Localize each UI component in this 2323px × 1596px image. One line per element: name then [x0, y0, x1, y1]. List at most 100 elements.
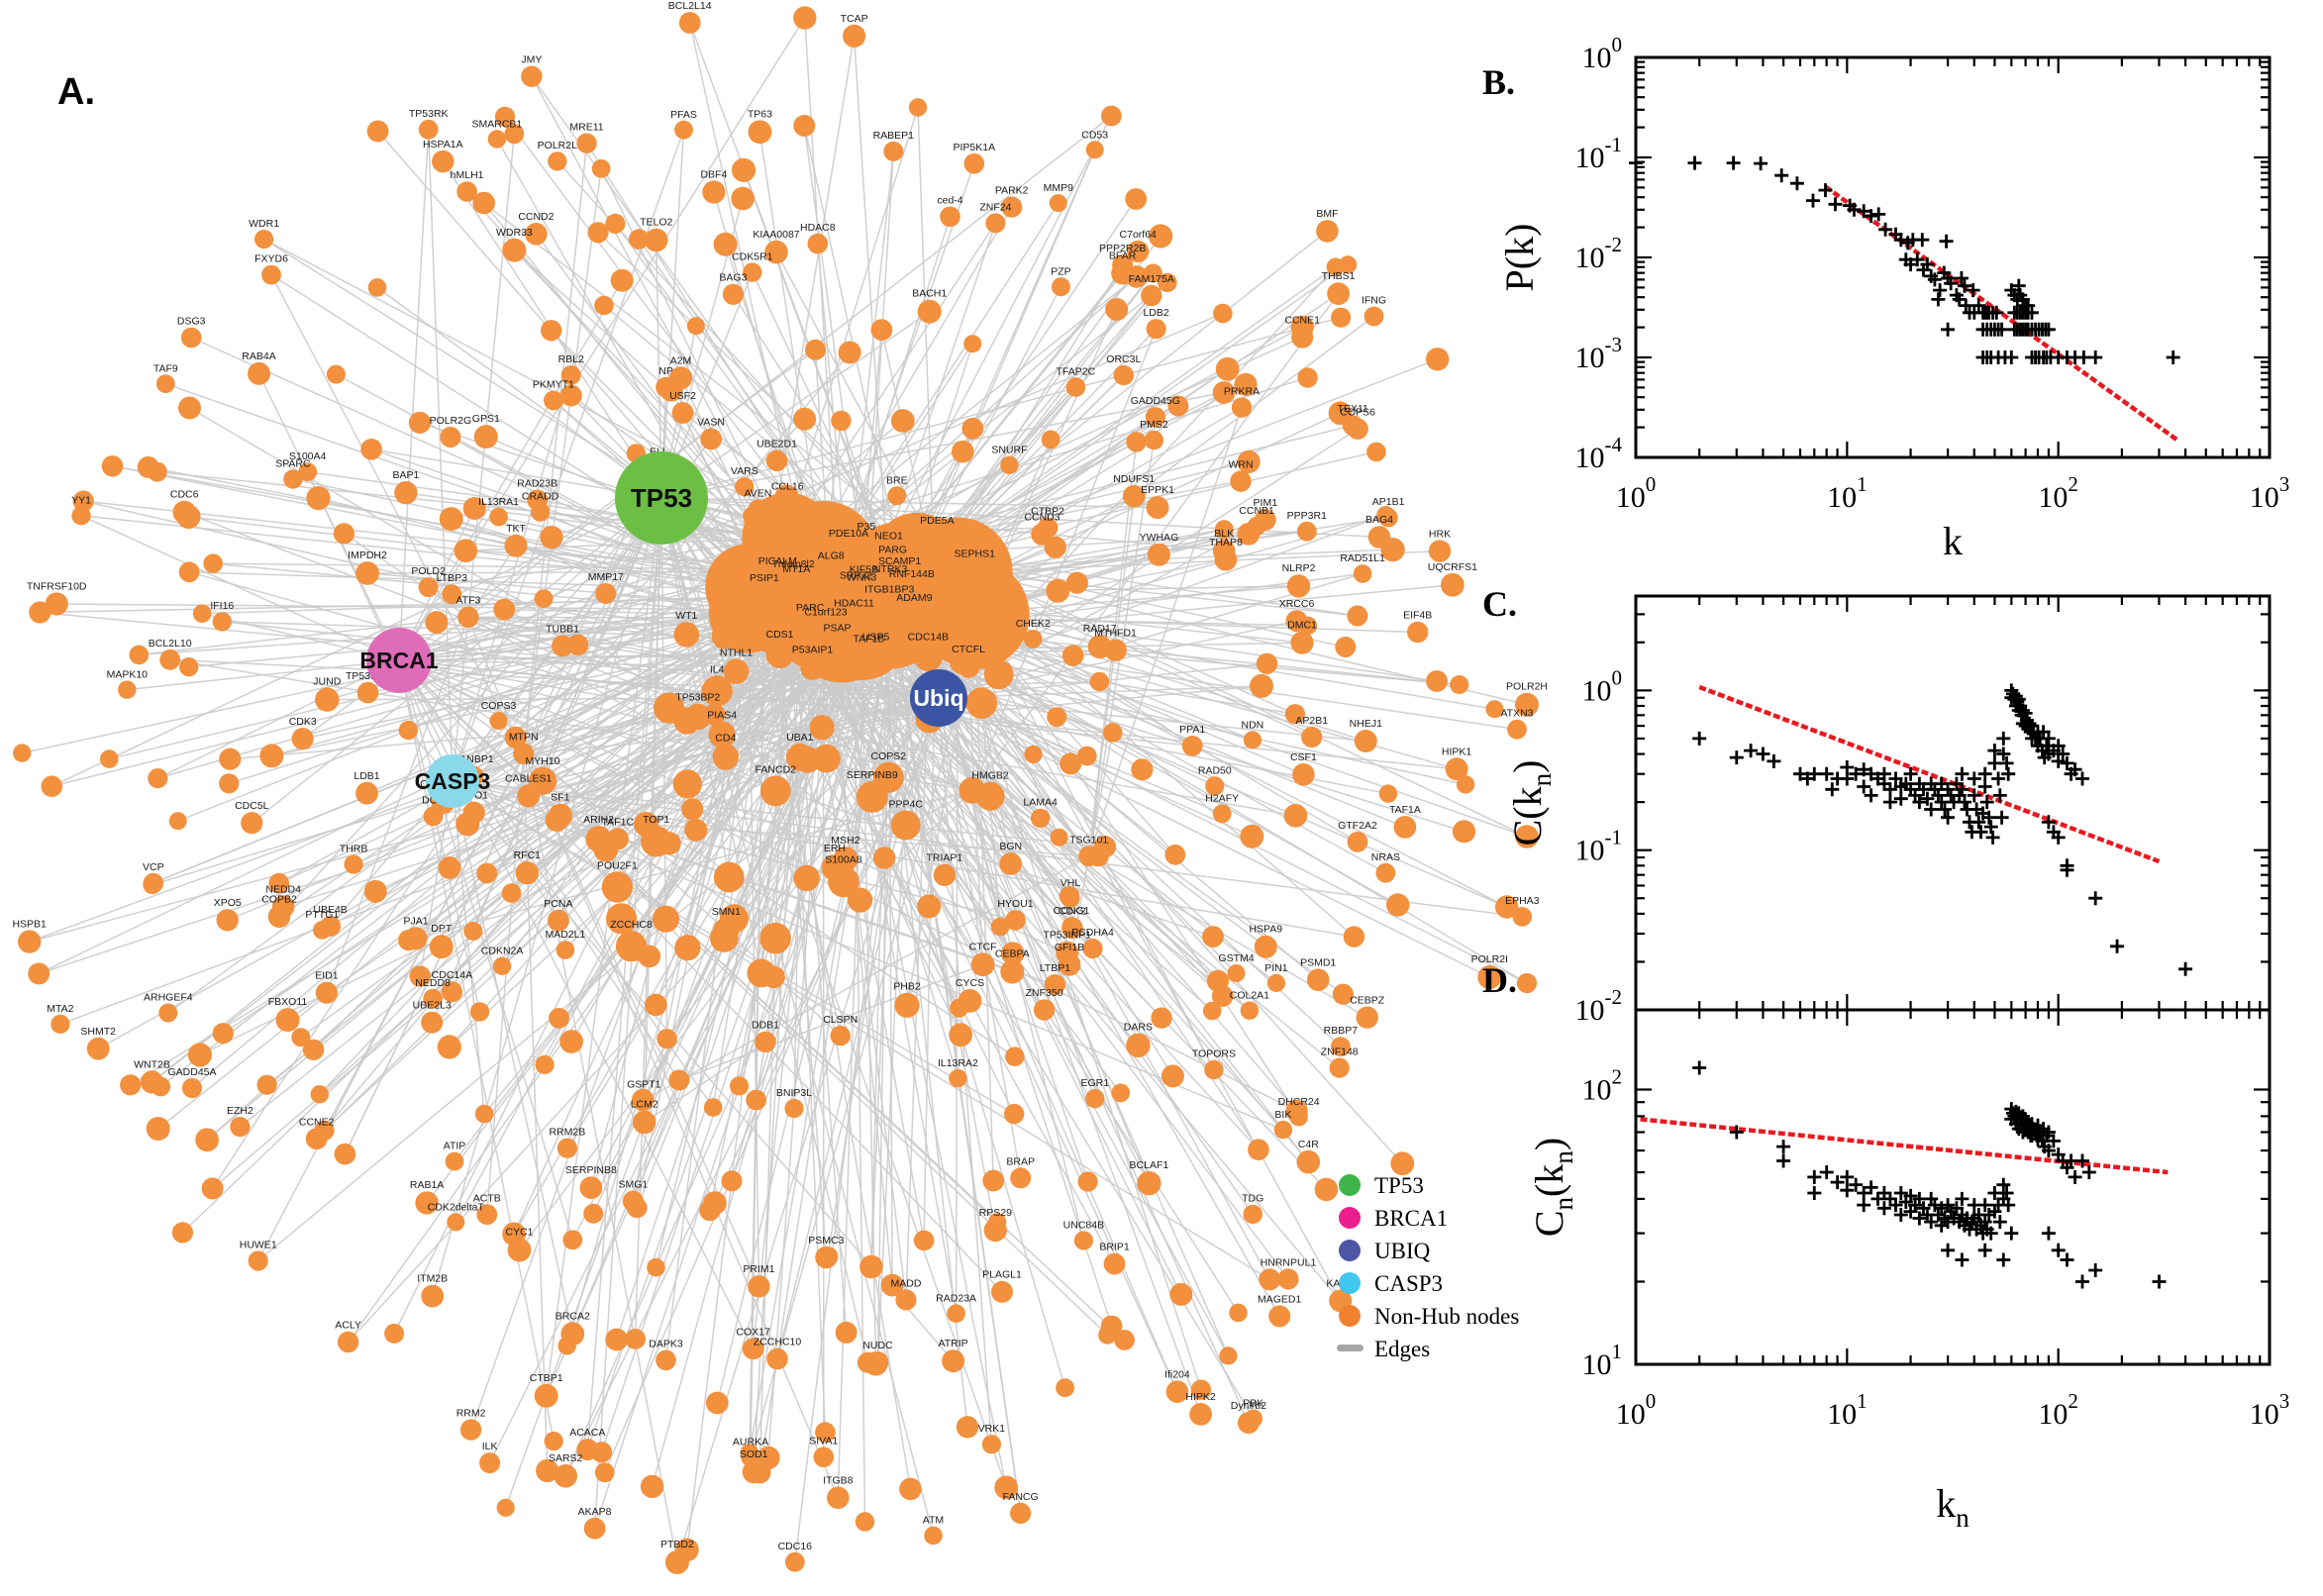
- y-axis-title: Cn(kn): [1527, 1138, 1578, 1237]
- network-edge: [844, 646, 1230, 1356]
- node-label: BLK: [1214, 528, 1234, 540]
- network-node: [1041, 430, 1060, 449]
- network-node: [583, 1203, 604, 1224]
- network-node: [723, 658, 750, 684]
- node-label: PLAGL1: [982, 1269, 1022, 1281]
- network-node: [702, 180, 726, 204]
- network-node: [605, 213, 626, 234]
- data-point: [1807, 1186, 1822, 1200]
- hub-node-casp3: [426, 754, 479, 808]
- network-node: [684, 703, 712, 731]
- network-edge: [822, 202, 1060, 567]
- node-label: TSG101: [1069, 834, 1108, 846]
- network-edge: [251, 497, 662, 824]
- network-node: [425, 611, 449, 635]
- network-edge: [971, 293, 1340, 791]
- data-point: [1996, 1177, 2011, 1192]
- network-node: [1104, 639, 1127, 661]
- network-edge: [973, 315, 1374, 616]
- panel-b-label: B.: [1482, 62, 1515, 102]
- network-edge: [522, 143, 588, 754]
- network-node: [1204, 1059, 1224, 1080]
- node-label: CYC1: [505, 1227, 533, 1239]
- network-node: [1189, 1403, 1212, 1426]
- network-node: [29, 601, 51, 624]
- network-edge: [717, 680, 1100, 692]
- network-edge: [971, 328, 1158, 791]
- network-edge: [83, 500, 940, 699]
- node-label: CSF1: [1290, 751, 1317, 763]
- node-label: SIVA1: [809, 1436, 838, 1447]
- node-label: KIF5B: [850, 563, 878, 575]
- network-node: [1366, 442, 1386, 462]
- network-node: [1378, 784, 1398, 803]
- node-label: RAD23A: [936, 1293, 976, 1305]
- network-node: [908, 98, 928, 117]
- network-node: [1227, 964, 1246, 982]
- network-node: [1001, 942, 1025, 965]
- node-label: TP63: [748, 108, 772, 120]
- network-edge: [831, 594, 1151, 1184]
- data-point: [1955, 766, 1970, 781]
- data-point: [1864, 209, 1878, 224]
- node-label: RAD23B: [517, 478, 557, 490]
- node-label: CDC6: [170, 489, 199, 501]
- data-point: [2088, 350, 2103, 364]
- data-point: [1994, 322, 2009, 337]
- network-node: [476, 1204, 498, 1225]
- node-label: TFAP2C: [1057, 365, 1096, 377]
- data-point: [1941, 810, 1956, 825]
- network-node: [72, 490, 94, 512]
- node-label: AKAP8: [578, 1506, 612, 1518]
- data-point: [1920, 791, 1935, 806]
- network-edge: [854, 640, 1464, 833]
- network-node: [438, 856, 461, 879]
- network-edge: [486, 753, 525, 1215]
- node-label: THAP8: [1209, 537, 1243, 549]
- network-edge: [427, 129, 454, 782]
- legend-item-non-hub-nodes: Non-Hub nodes: [1339, 1304, 1519, 1329]
- network-node: [192, 604, 212, 623]
- network-node: [201, 1177, 224, 1200]
- node-label: BACH1: [912, 288, 947, 300]
- node-label: ALG8: [818, 550, 845, 562]
- axis-ticks: [1634, 596, 2270, 1012]
- node-label: DDB1: [752, 1020, 779, 1032]
- network-node: [1285, 1099, 1308, 1123]
- network-node: [437, 1035, 461, 1059]
- network-node: [212, 612, 232, 632]
- network-node: [283, 469, 303, 489]
- network-node: [1347, 605, 1368, 627]
- network-node: [315, 981, 338, 1004]
- node-label: LAMA4: [1023, 797, 1058, 809]
- network-node: [1023, 630, 1043, 648]
- data-point: [1893, 1186, 1908, 1200]
- node-label: C7orf64: [1120, 229, 1158, 241]
- network-node: [961, 417, 984, 440]
- network-edge: [906, 666, 969, 1006]
- network-node: [1283, 804, 1308, 828]
- node-label: POLR2G: [430, 415, 472, 427]
- network-node: [1516, 972, 1538, 994]
- data-point: [1864, 788, 1878, 803]
- node-label: PZP: [1051, 265, 1070, 277]
- node-label: CDK5R1: [732, 250, 773, 262]
- network-node: [13, 744, 32, 762]
- node-label: EGR1: [1081, 1077, 1110, 1089]
- node-label: NTHL1: [720, 647, 753, 658]
- network-node: [1314, 1177, 1339, 1202]
- fit-line: [1698, 684, 2161, 864]
- data-point: [1687, 155, 1702, 170]
- y-tick-label: 10-1: [1575, 133, 1623, 174]
- node-label: PKMYT1: [533, 379, 574, 391]
- network-node: [556, 941, 575, 959]
- node-label: AURKA: [733, 1436, 768, 1447]
- network-node: [894, 992, 920, 1018]
- node-label: PPA1: [1179, 724, 1205, 736]
- node-label: UNC84B: [1063, 1220, 1104, 1232]
- network-node: [248, 361, 270, 385]
- y-axis-title: P(k): [1497, 224, 1542, 292]
- node-label: COX17: [736, 1326, 770, 1338]
- node-label: KIAA0087: [753, 229, 799, 241]
- network-node: [668, 1069, 690, 1091]
